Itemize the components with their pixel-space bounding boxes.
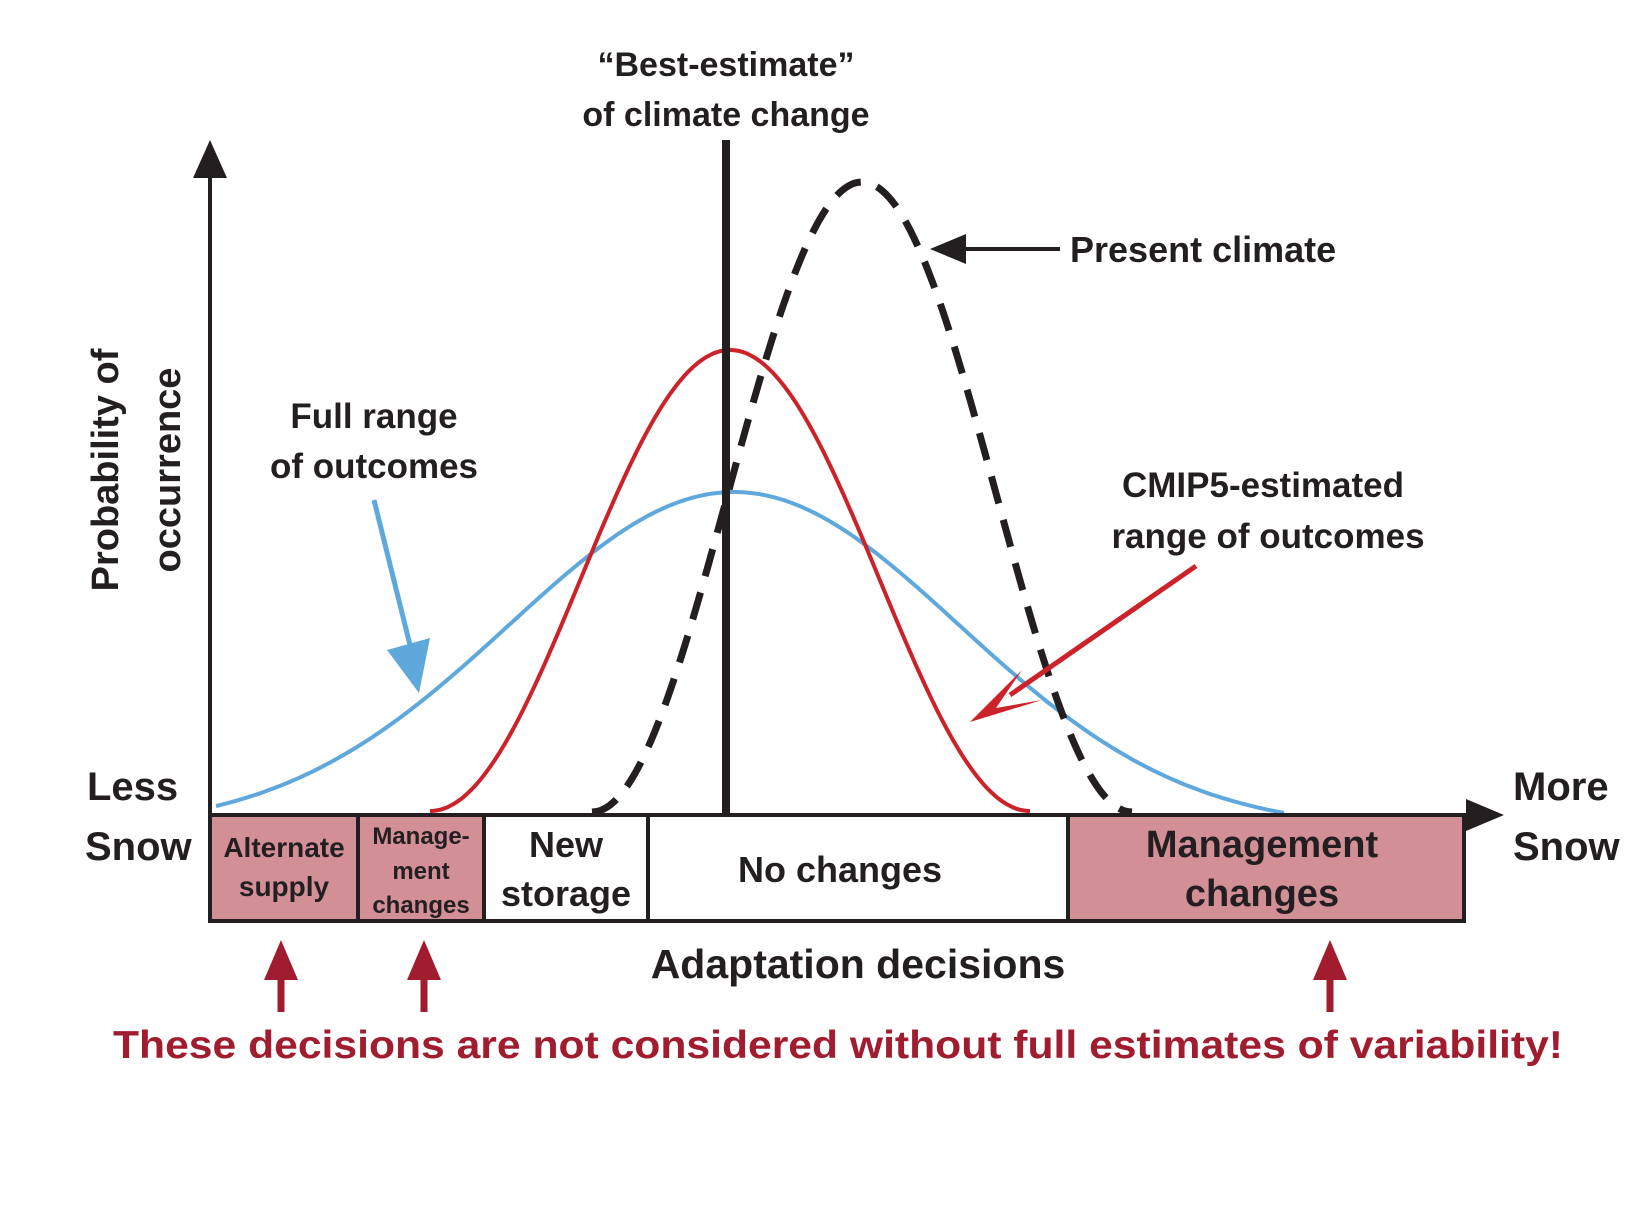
best-estimate-label-line2: of climate change xyxy=(582,96,869,134)
y-axis-label-line1: Probability of xyxy=(85,348,127,591)
management-large-label-line2: changes xyxy=(1185,873,1339,915)
present-climate-label: Present climate xyxy=(1070,229,1336,270)
cmip5-label-line2: range of outcomes xyxy=(1111,517,1424,556)
more-snow-label-line2: Snow xyxy=(1513,825,1621,869)
warning-arrow-1-head xyxy=(264,940,298,980)
management-small-label-line2: ment xyxy=(392,858,449,885)
full-range-pointer-line xyxy=(371,499,413,646)
management-small-label-line1: Manage- xyxy=(372,823,469,850)
management-small-label-line3: changes xyxy=(372,892,469,919)
warning-arrow-2-head xyxy=(407,940,441,980)
new-storage-label-line1: New xyxy=(529,824,604,865)
less-snow-label-line1: Less xyxy=(87,765,178,809)
cmip5-label-line1: CMIP5-estimated xyxy=(1122,466,1404,505)
alternate-supply-box xyxy=(208,813,360,923)
cmip5-pointer-head xyxy=(970,670,1042,722)
management-changes-small-box xyxy=(356,813,486,923)
adaptation-decisions-label: Adaptation decisions xyxy=(651,941,1066,987)
full-range-pointer-head xyxy=(387,638,430,693)
best-estimate-label-line1: “Best-estimate” xyxy=(598,46,855,84)
present-climate-curve xyxy=(591,178,1133,816)
present-climate-pointer-head xyxy=(930,234,966,264)
management-large-label-line1: Management xyxy=(1146,824,1379,866)
alternate-supply-label-line2: supply xyxy=(239,871,330,902)
no-changes-label: No changes xyxy=(738,849,942,890)
warning-arrow-3-head xyxy=(1313,940,1347,980)
less-snow-label-line2: Snow xyxy=(85,825,193,869)
full-range-label-line1: Full range xyxy=(290,397,457,436)
warning-message: These decisions are not considered witho… xyxy=(113,1024,1563,1067)
full-range-curve xyxy=(215,490,1285,815)
more-snow-label-line1: More xyxy=(1513,765,1609,809)
cmip5-pointer-line xyxy=(1008,563,1198,698)
y-axis-arrowhead xyxy=(193,140,227,178)
new-storage-label-line2: storage xyxy=(501,873,631,914)
full-range-label-line2: of outcomes xyxy=(270,447,478,486)
x-axis-arrowhead xyxy=(1466,799,1504,831)
warning-arrows xyxy=(264,940,1347,1012)
y-axis-label-line2: occurrence xyxy=(147,368,189,573)
management-changes-large-box xyxy=(1066,813,1466,923)
alternate-supply-label-line1: Alternate xyxy=(223,832,344,863)
